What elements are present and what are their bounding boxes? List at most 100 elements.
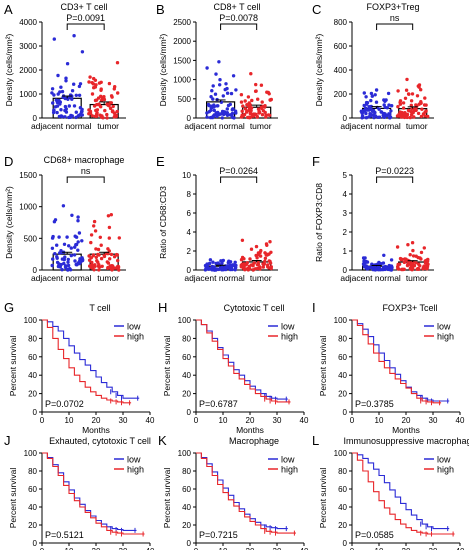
data-point xyxy=(97,253,101,257)
panel-c: C FOXP3+Treg 0 200 400 600 800 Density (cells/m… xyxy=(312,2,434,131)
data-point xyxy=(66,257,71,262)
y-tick-label: 0 xyxy=(343,266,348,275)
data-point xyxy=(95,114,99,119)
data-point xyxy=(409,103,413,108)
data-point xyxy=(252,261,256,265)
y-tick-label: 80 xyxy=(338,334,347,343)
data-point xyxy=(69,115,74,119)
panel-g: G T cell 0 20 40 60 80 100 0 10 20 30 40 Months Percen… xyxy=(4,300,155,435)
y-tick-label: 40 xyxy=(338,503,347,512)
p-value-label: ns xyxy=(81,166,91,176)
data-point xyxy=(373,93,377,97)
data-point xyxy=(364,100,369,105)
data-point xyxy=(55,110,59,115)
chart-title: Cytotoxic T cell xyxy=(224,303,285,313)
data-point xyxy=(108,257,112,261)
y-tick-label: 80 xyxy=(338,467,347,476)
data-point xyxy=(364,259,368,264)
x-tick-label: 30 xyxy=(429,547,438,550)
data-point xyxy=(109,101,114,105)
data-point xyxy=(421,267,425,271)
data-point xyxy=(383,264,388,269)
data-point xyxy=(87,254,91,258)
data-point xyxy=(215,114,219,119)
data-point xyxy=(243,107,248,111)
data-point xyxy=(411,267,415,271)
data-point xyxy=(205,66,209,70)
x-tick-label: adjacent normal xyxy=(31,273,92,283)
survival-curve-high xyxy=(352,452,455,535)
data-point xyxy=(64,79,68,83)
data-point xyxy=(374,100,379,104)
data-point xyxy=(416,111,421,116)
chart-title: CD8+ T cell xyxy=(214,2,261,12)
data-point xyxy=(66,260,70,264)
y-tick-label: 2500 xyxy=(173,18,191,27)
data-point xyxy=(66,263,71,268)
data-point xyxy=(362,103,366,108)
y-tick-label: 60 xyxy=(338,353,347,362)
data-point xyxy=(419,257,423,261)
y-tick-label: 1 xyxy=(343,247,348,256)
data-point xyxy=(365,108,369,112)
data-point xyxy=(100,115,104,119)
panel-j: J Exhauted, cytotoxic T cell 0 20 40 60 80 100 0… xyxy=(4,433,155,550)
data-point xyxy=(207,266,211,270)
data-point xyxy=(366,266,370,270)
y-axis-label: Percent survival xyxy=(8,336,18,397)
data-point xyxy=(369,98,373,103)
data-point xyxy=(412,115,416,119)
data-point xyxy=(424,103,428,107)
y-tick-label: 2 xyxy=(187,247,192,256)
data-point xyxy=(388,116,392,120)
data-point xyxy=(248,109,252,113)
y-axis-label: Percent survival xyxy=(162,336,172,397)
panel-letter: A xyxy=(4,2,13,17)
data-point xyxy=(107,104,111,108)
data-point xyxy=(53,252,57,256)
data-point xyxy=(419,114,424,119)
y-tick-label: 20 xyxy=(182,521,191,530)
data-point xyxy=(69,246,74,250)
data-point xyxy=(90,114,95,118)
y-axis-label: Density (cells/mm²) xyxy=(4,186,14,259)
data-point xyxy=(50,87,55,91)
data-point xyxy=(410,107,414,111)
data-point xyxy=(62,261,66,266)
p-value-label: P=0.0091 xyxy=(66,13,105,23)
data-point xyxy=(96,260,100,264)
data-point xyxy=(400,267,404,272)
data-point xyxy=(240,238,245,242)
data-point xyxy=(222,112,226,117)
p-value-label: P=0.0264 xyxy=(219,166,258,176)
data-point xyxy=(117,236,122,240)
data-point xyxy=(257,109,261,113)
data-point xyxy=(76,114,80,118)
legend-label: low xyxy=(127,455,141,465)
y-axis-label: Percent survival xyxy=(162,468,172,529)
data-point xyxy=(397,114,401,118)
data-point xyxy=(406,108,411,113)
data-point xyxy=(396,89,400,93)
data-point xyxy=(212,105,216,109)
data-point xyxy=(416,266,420,271)
panel-i: I FOXP3+ Tcell 0 20 40 60 80 100 0 10 20 30 40 Months… xyxy=(312,300,465,435)
y-tick-label: 2000 xyxy=(19,66,37,75)
x-tick-label: 40 xyxy=(456,547,465,550)
data-point xyxy=(260,113,265,117)
panel-letter: G xyxy=(4,300,14,315)
legend-label: low xyxy=(281,322,295,332)
data-point xyxy=(225,113,230,118)
data-point xyxy=(367,105,371,109)
data-point xyxy=(50,236,55,240)
data-point xyxy=(61,204,66,208)
x-tick-label: adjacent normal xyxy=(340,121,401,131)
y-tick-label: 20 xyxy=(338,390,347,399)
data-point xyxy=(62,242,67,246)
data-point xyxy=(50,263,54,268)
data-point xyxy=(80,239,84,243)
data-point xyxy=(98,235,103,239)
data-point xyxy=(360,116,364,120)
data-point xyxy=(256,262,261,266)
